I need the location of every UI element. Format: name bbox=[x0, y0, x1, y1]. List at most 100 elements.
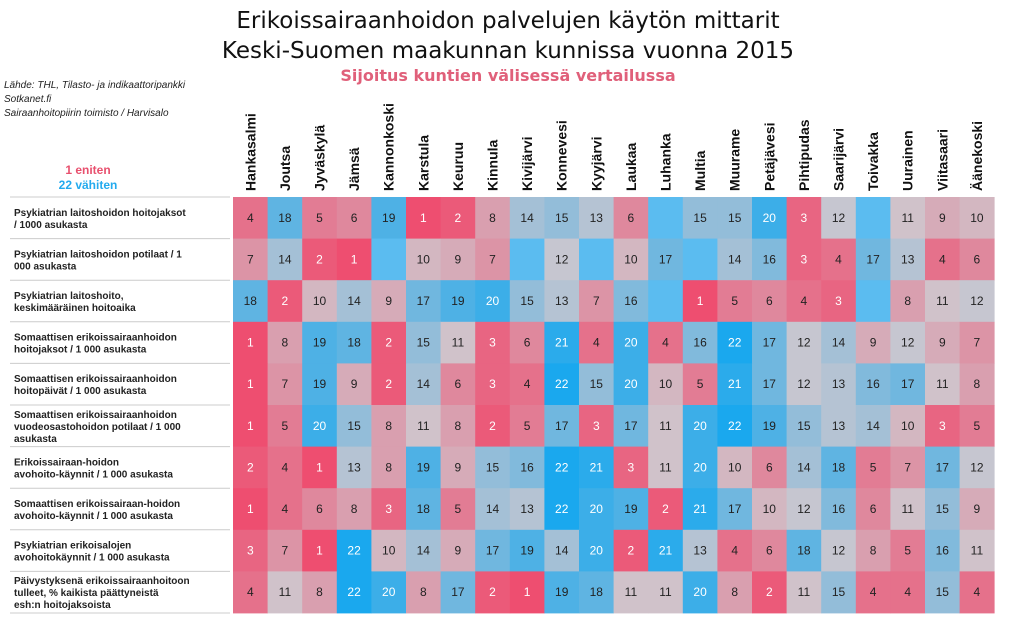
heatmap-cell bbox=[613, 529, 649, 572]
heatmap-cell bbox=[406, 529, 441, 572]
cell-value: 19 bbox=[382, 211, 396, 225]
heatmap-cell bbox=[336, 363, 372, 406]
column-header: Muurame bbox=[727, 129, 743, 191]
cell-value: 19 bbox=[624, 502, 638, 516]
cell-value: 13 bbox=[555, 294, 569, 308]
heatmap-cell bbox=[544, 280, 580, 323]
heatmap-cell bbox=[579, 488, 614, 531]
cell-value: 15 bbox=[797, 419, 811, 433]
cell-value: 17 bbox=[555, 419, 569, 433]
heatmap-cell bbox=[544, 405, 580, 447]
heatmap-cell bbox=[336, 280, 372, 323]
heatmap-cell bbox=[890, 280, 926, 323]
cell-value: 3 bbox=[628, 460, 635, 474]
heatmap-cell bbox=[233, 280, 268, 323]
heatmap-cell bbox=[648, 571, 684, 614]
heatmap-cell bbox=[682, 529, 718, 572]
cell-value: 19 bbox=[417, 460, 431, 474]
heatmap-cell bbox=[475, 197, 511, 239]
cell-value: 22 bbox=[347, 544, 361, 558]
cell-value: 11 bbox=[659, 585, 672, 599]
heatmap-cell bbox=[890, 197, 926, 239]
heatmap-cell bbox=[579, 280, 614, 323]
cell-value: 16 bbox=[832, 502, 846, 516]
row-label: Psykiatrian laitoshoidon hoitojaksot/ 10… bbox=[14, 208, 186, 231]
heatmap-cell bbox=[579, 446, 614, 489]
column-header: Saarijärvi bbox=[831, 128, 847, 191]
heatmap-cell bbox=[371, 280, 407, 323]
cell-value: 8 bbox=[489, 211, 496, 225]
heatmap-cell bbox=[579, 363, 614, 406]
column-header: Toivakka bbox=[865, 132, 881, 191]
heatmap-cell bbox=[406, 321, 441, 364]
cell-value: 15 bbox=[347, 419, 361, 433]
column-header: Konnevesi bbox=[554, 120, 570, 191]
cell-value: 4 bbox=[282, 502, 289, 516]
heatmap-cell bbox=[613, 446, 649, 489]
legend-least: 22 vähiten bbox=[58, 178, 118, 192]
cell-value: 9 bbox=[385, 294, 392, 308]
heatmap-cell bbox=[440, 488, 476, 531]
cell-value: 5 bbox=[974, 419, 981, 433]
cell-value: 1 bbox=[247, 419, 254, 433]
cell-value: 5 bbox=[282, 419, 289, 433]
heatmap-cell bbox=[440, 529, 476, 572]
heatmap-cell bbox=[475, 238, 511, 281]
source-line3: Sairaanhoitopiirin toimisto / Harvisalo bbox=[4, 108, 169, 119]
cell-value: 15 bbox=[936, 585, 950, 599]
column-header: Äänekoski bbox=[969, 121, 985, 191]
cell-value: 4 bbox=[282, 460, 289, 474]
heatmap-cell bbox=[509, 488, 545, 531]
heatmap-cell bbox=[579, 197, 614, 239]
heatmap-cell bbox=[959, 363, 995, 406]
cell-value: 22 bbox=[555, 460, 569, 474]
cell-value: 8 bbox=[385, 419, 392, 433]
cell-value: 6 bbox=[766, 544, 773, 558]
heatmap-cell bbox=[717, 280, 753, 323]
cell-value: 8 bbox=[351, 502, 358, 516]
heatmap-cell bbox=[440, 238, 476, 281]
heatmap-cell bbox=[752, 321, 787, 364]
cell-value: 4 bbox=[939, 252, 946, 266]
cell-value: 10 bbox=[763, 502, 777, 516]
cell-value: 18 bbox=[832, 460, 846, 474]
heatmap-cell bbox=[890, 446, 926, 489]
heatmap-cell bbox=[821, 321, 857, 364]
heatmap-cell bbox=[648, 321, 684, 364]
heatmap-cell bbox=[925, 446, 960, 489]
heatmap-cell bbox=[371, 197, 407, 239]
column-header: Kivijärvi bbox=[519, 137, 535, 191]
heatmap-cell bbox=[475, 571, 511, 614]
cell-value: 19 bbox=[313, 336, 327, 350]
cell-value: 2 bbox=[455, 211, 462, 225]
heatmap-cell bbox=[925, 321, 960, 364]
cell-value: 12 bbox=[970, 294, 984, 308]
cell-value: 14 bbox=[520, 211, 534, 225]
heatmap-cell bbox=[682, 321, 718, 364]
heatmap-cell bbox=[233, 529, 268, 572]
cell-value: 9 bbox=[455, 252, 462, 266]
heatmap-cell bbox=[509, 197, 545, 239]
heatmap-cell bbox=[682, 363, 718, 406]
heatmap-cell bbox=[371, 446, 407, 489]
cell-value: 20 bbox=[486, 294, 500, 308]
heatmap-cell bbox=[648, 405, 684, 447]
heatmap-cell bbox=[752, 571, 787, 614]
heatmap-cell bbox=[821, 363, 857, 406]
heatmap-cell bbox=[233, 571, 268, 614]
source-line1: Lähde: THL, Tilasto- ja indikaattoripank… bbox=[4, 80, 186, 91]
cell-value: 17 bbox=[866, 252, 880, 266]
cell-value: 7 bbox=[247, 252, 254, 266]
cell-value: 12 bbox=[797, 336, 811, 350]
cell-value: 18 bbox=[797, 544, 811, 558]
heatmap-cell bbox=[302, 529, 338, 572]
heatmap-cell bbox=[267, 488, 303, 531]
heatmap-cell bbox=[925, 405, 960, 447]
cell-value: 3 bbox=[835, 294, 842, 308]
cell-value: 14 bbox=[728, 252, 742, 266]
heatmap-cell bbox=[509, 405, 545, 447]
heatmap-cell bbox=[371, 321, 407, 364]
cell-value: 9 bbox=[351, 377, 358, 391]
heatmap-cell bbox=[509, 571, 545, 614]
cell-value: 16 bbox=[520, 460, 534, 474]
